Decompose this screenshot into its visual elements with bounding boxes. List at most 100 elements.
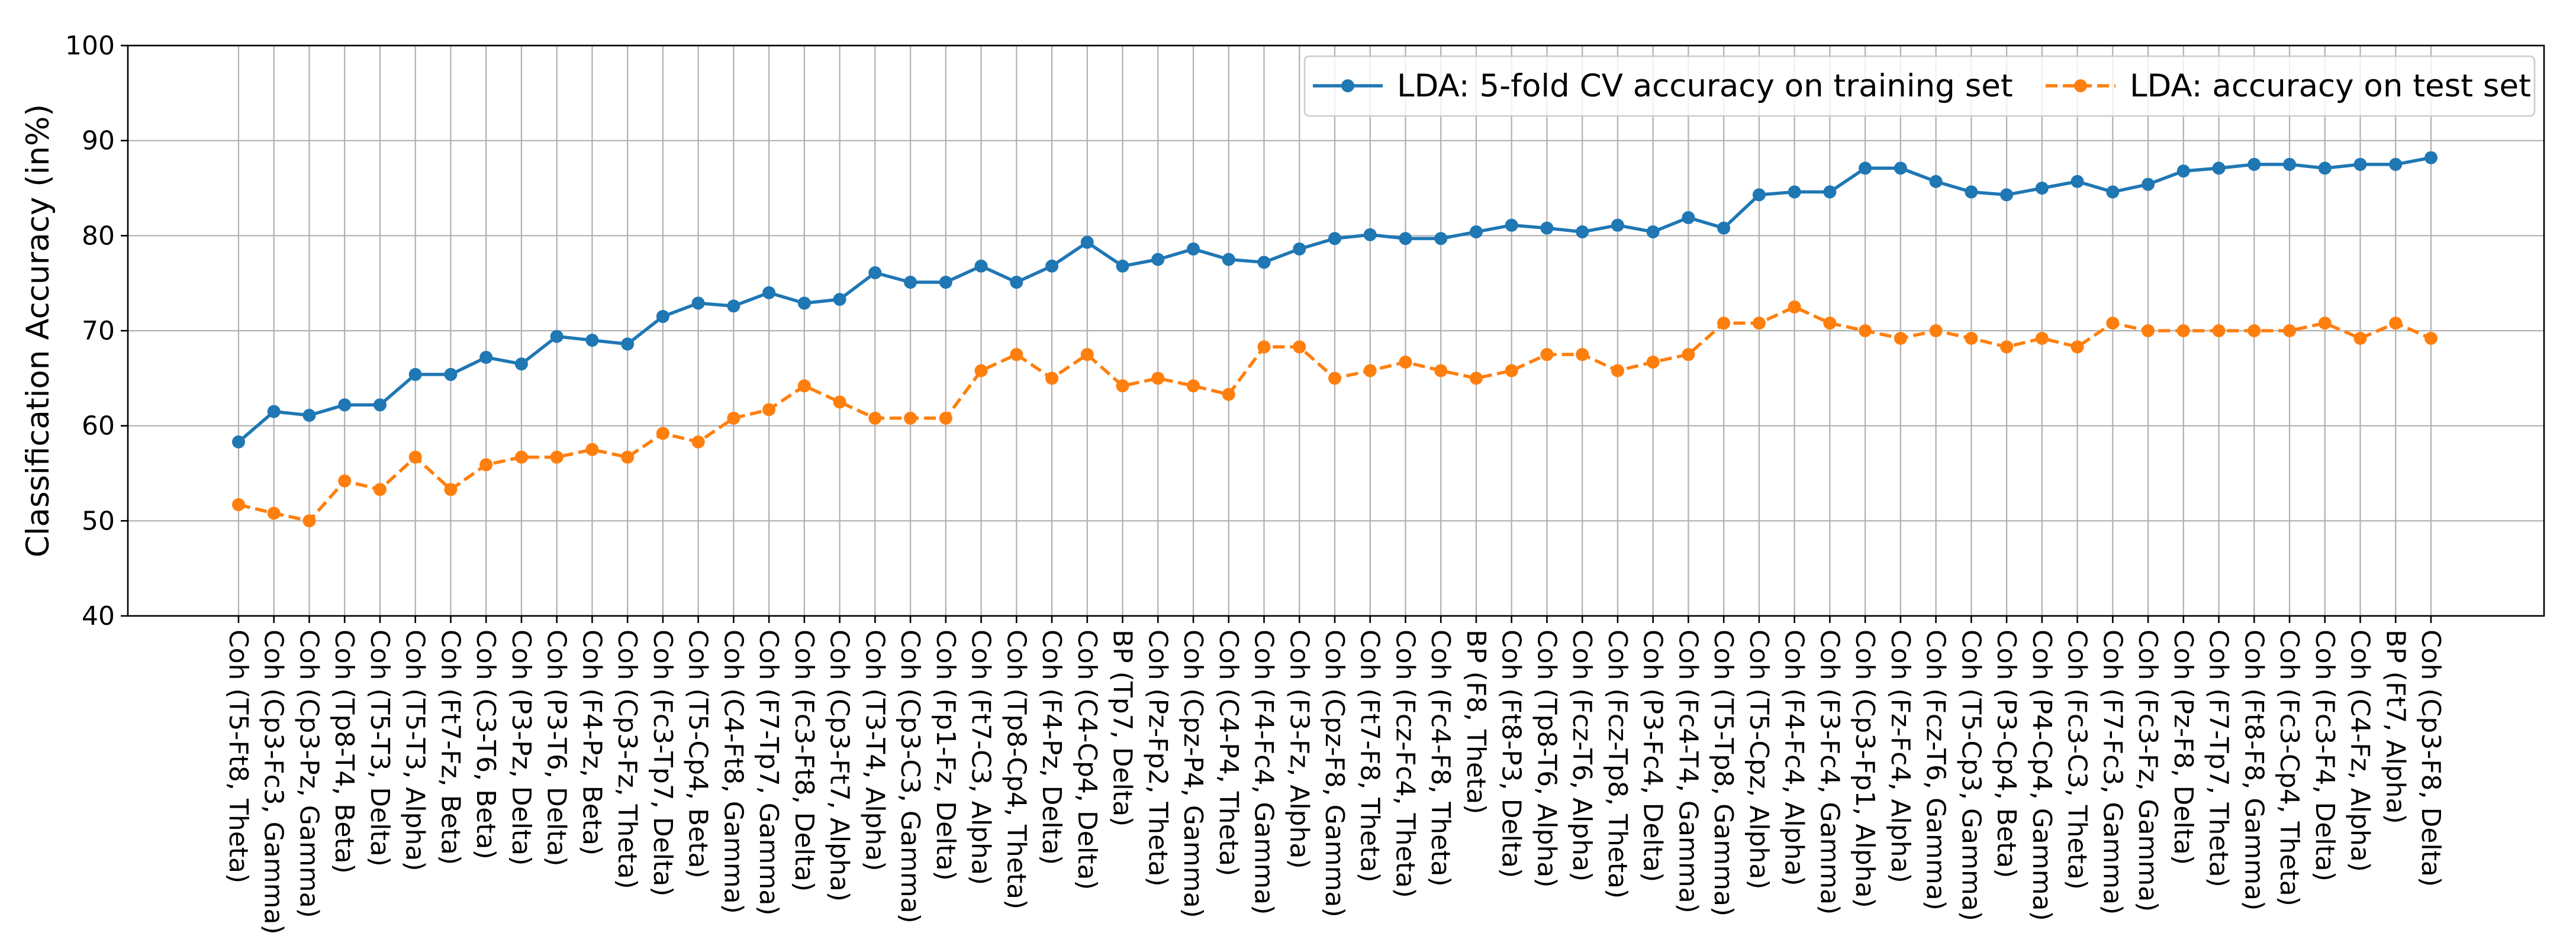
data-point — [2247, 157, 2261, 171]
x-tick-label: Coh (P3-Fc4, Delta) — [1638, 630, 1668, 882]
data-point — [1187, 242, 1200, 256]
data-point — [338, 474, 352, 488]
data-point — [1257, 340, 1271, 354]
data-point — [1151, 253, 1165, 266]
x-tick-label: Coh (P3-T6, Delta) — [542, 630, 572, 866]
data-point — [1469, 225, 1483, 238]
legend-entry-test: LDA: accuracy on test set — [2046, 68, 2531, 104]
data-point — [2000, 340, 2014, 354]
x-tick-label: Coh (Pz-F8, Delta) — [2168, 630, 2198, 865]
data-point — [1682, 211, 1695, 224]
data-point — [444, 367, 458, 381]
data-point — [1469, 372, 1483, 385]
data-point — [479, 458, 493, 472]
data-point — [2247, 324, 2261, 337]
x-tick-label: Coh (Ft7-F8, Theta) — [1355, 630, 1385, 883]
data-point — [1045, 372, 1059, 385]
plot-series — [232, 151, 2437, 528]
x-tick-label: Coh (T5-Cp4, Beta) — [683, 630, 713, 879]
data-point — [302, 408, 316, 422]
data-point — [1929, 324, 1943, 337]
x-tick-label: Coh (C4-Ft8, Gamma) — [718, 630, 748, 914]
data-point — [2106, 317, 2120, 330]
x-tick-label: Coh (P4-Cp4, Gamma) — [2027, 630, 2057, 921]
x-tick-label: Coh (Fc3-Cp4, Theta) — [2274, 630, 2304, 906]
data-point — [1363, 228, 1377, 241]
data-point — [1399, 232, 1412, 246]
data-point — [1328, 372, 1341, 385]
x-tick-label: Coh (Cp3-Fc3, Gamma) — [259, 630, 289, 935]
data-point — [479, 350, 493, 364]
data-point — [1399, 356, 1412, 369]
x-tick-label: Coh (Pz-Fp2, Theta) — [1142, 630, 1173, 887]
data-point — [1080, 235, 1094, 249]
data-point — [373, 483, 387, 496]
x-tick-label: Coh (Fc3-Fz, Gamma) — [2133, 630, 2163, 912]
x-tick-label: Coh (Ft7-Fz, Beta) — [435, 630, 465, 865]
data-point — [1116, 379, 1129, 393]
x-tick-label: Coh (F4-Pz, Delta) — [1036, 630, 1067, 865]
data-point — [1611, 218, 1624, 232]
data-point — [1080, 348, 1094, 361]
x-tick-label: Coh (Tp8-T6, Alpha) — [1531, 630, 1561, 887]
data-point — [1859, 162, 1872, 175]
data-point — [656, 427, 669, 440]
x-tick-label: Coh (Cp3-Fp1, Alpha) — [1850, 630, 1880, 908]
x-tick-label: Coh (F4-Pz, Beta) — [577, 630, 607, 856]
data-point — [1788, 185, 1801, 199]
data-point — [2142, 177, 2155, 191]
x-tick-label: Coh (F7-Tp7, Gamma) — [754, 630, 784, 916]
data-point — [727, 299, 740, 313]
data-point — [1929, 175, 1943, 188]
data-point — [1363, 364, 1377, 377]
legend-label-training: LDA: 5-fold CV accuracy on training set — [1397, 68, 2013, 104]
data-point — [1682, 348, 1695, 361]
x-tick-label: Coh (Cp3-F8, Delta) — [2416, 630, 2446, 887]
x-tick-label: Coh (T5-T3, Alpha) — [400, 630, 430, 871]
y-tick-label: 80 — [82, 221, 115, 251]
grid-lines — [128, 44, 2544, 617]
data-point — [302, 514, 316, 528]
data-point — [904, 411, 917, 425]
data-point — [373, 398, 387, 412]
data-point — [974, 364, 988, 377]
data-point — [2000, 188, 2014, 202]
data-point — [1010, 276, 1023, 289]
data-point — [762, 286, 776, 299]
x-tick-label: Coh (T5-Cp3, Gamma) — [1956, 630, 1986, 921]
x-tick-label: Coh (Fz-Fc4, Alpha) — [1885, 630, 1915, 883]
x-tick-label: Coh (Fcz-T6, Alpha) — [1567, 630, 1597, 882]
data-point — [1894, 162, 1907, 175]
data-point — [1894, 331, 1907, 345]
data-point — [1505, 364, 1518, 377]
data-point — [585, 443, 599, 456]
data-point — [267, 405, 281, 418]
series-test — [232, 300, 2437, 528]
data-point — [1010, 348, 1023, 361]
x-tick-label: Coh (Tp8-T4, Beta) — [329, 630, 359, 874]
x-tick-label: Coh (T5-Ft8, Theta) — [223, 630, 253, 883]
x-tick-label: Coh (Cp3-Pz, Gamma) — [294, 630, 324, 918]
data-point — [1788, 300, 1801, 314]
data-point — [1646, 356, 1660, 369]
data-point — [1222, 388, 1235, 401]
data-point — [2035, 182, 2049, 195]
x-tick-label: Coh (F7-Tp7, Theta) — [2204, 630, 2234, 887]
data-point — [2389, 157, 2403, 171]
x-tick-label: Coh (Cp3-C3, Gamma) — [895, 630, 925, 924]
x-tick-label: Coh (F4-Fc4, Alpha) — [1779, 630, 1809, 886]
data-point — [514, 450, 528, 464]
data-point — [2318, 317, 2332, 330]
data-point — [550, 330, 564, 343]
x-tick-label: BP (Ft7, Alpha) — [2380, 630, 2410, 824]
x-tick-label: Coh (Ft7-C3, Alpha) — [966, 630, 996, 885]
x-tick-label: Coh (Cpz-P4, Gamma) — [1178, 630, 1208, 918]
data-point — [1293, 340, 1306, 354]
x-tick-label: Coh (C4-P4, Theta) — [1213, 630, 1244, 876]
data-point — [1328, 232, 1341, 246]
data-point — [691, 435, 705, 448]
data-point — [1540, 348, 1554, 361]
data-point — [1752, 317, 1766, 330]
data-point — [939, 276, 952, 289]
